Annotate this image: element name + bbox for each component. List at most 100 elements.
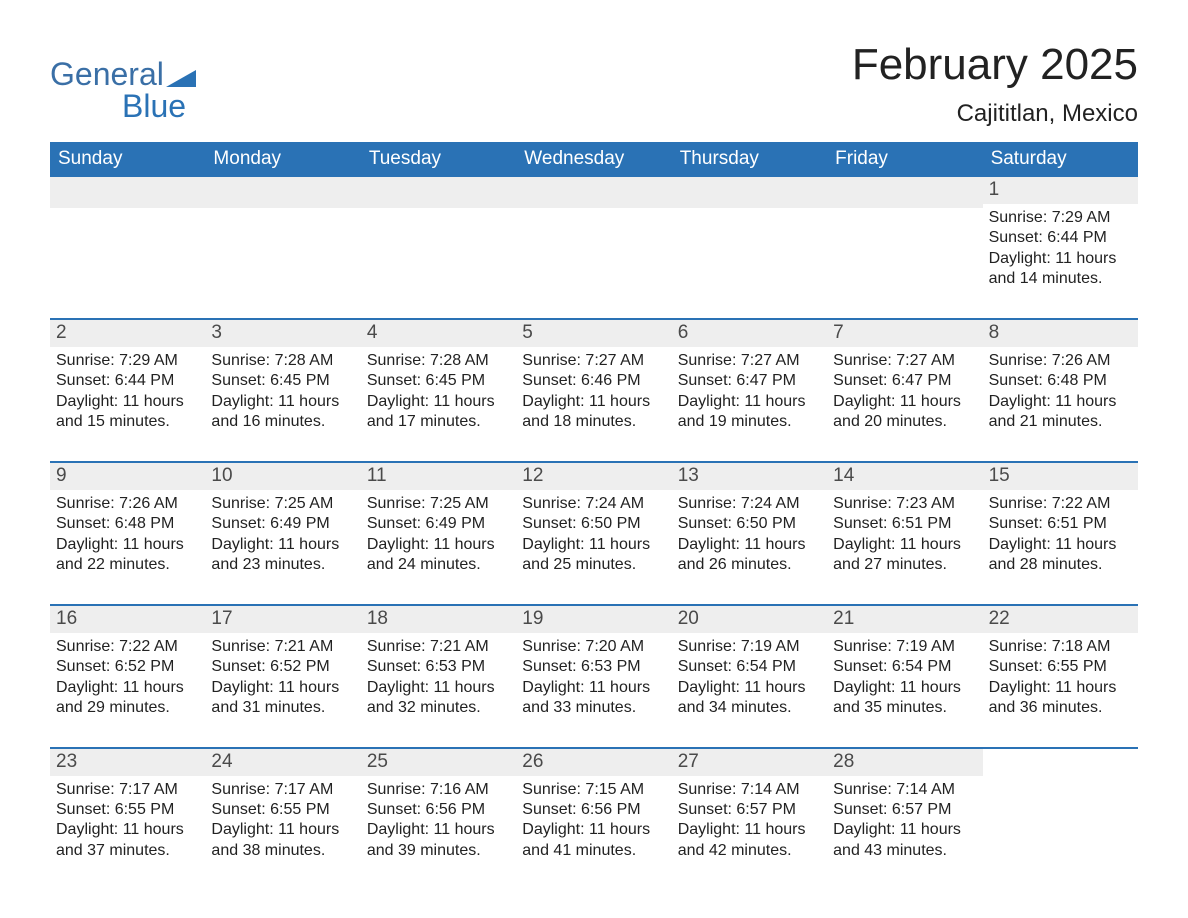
daylight-label: Daylight: — [56, 536, 123, 553]
sunrise-label: Sunrise: — [833, 638, 896, 655]
daylight-label: Daylight: — [211, 536, 278, 553]
daylight-line: Daylight: 11 hours and 25 minutes. — [522, 535, 665, 576]
sunrise-line: Sunrise: 7:22 AM — [56, 637, 199, 657]
sunrise-line: Sunrise: 7:23 AM — [833, 494, 976, 514]
daylight-label: Daylight: — [989, 536, 1056, 553]
sunset-label: Sunset: — [678, 658, 737, 675]
sunrise-label: Sunrise: — [367, 352, 430, 369]
day-body: Sunrise: 7:22 AMSunset: 6:51 PM Daylight:… — [987, 494, 1134, 576]
sunset-value: 6:52 PM — [270, 658, 330, 675]
day-body: Sunrise: 7:15 AMSunset: 6:56 PMDaylight:… — [520, 780, 667, 862]
logo: General Blue — [50, 58, 196, 122]
sunset-label: Sunset: — [989, 658, 1048, 675]
day-number: 8 — [983, 320, 1138, 347]
daylight-line: Daylight: 11 hours and 37 minutes. — [56, 820, 199, 861]
sunset-label: Sunset: — [833, 372, 892, 389]
weekday-header-cell: Wednesday — [516, 142, 671, 177]
day-cell: 19Sunrise: 7:20 AMSunset: 6:53 PMDayligh… — [516, 606, 671, 719]
weekday-header-cell: Monday — [205, 142, 360, 177]
sunset-line: Sunset: 6:52 PM — [56, 657, 199, 677]
sunrise-value: 7:22 AM — [119, 638, 178, 655]
day-cell: 13Sunrise: 7:24 AMSunset: 6:50 PMDayligh… — [672, 463, 827, 576]
sunrise-value: 7:25 AM — [430, 495, 489, 512]
sunset-value: 6:52 PM — [115, 658, 175, 675]
sunset-label: Sunset: — [522, 372, 581, 389]
sunrise-label: Sunrise: — [211, 495, 274, 512]
daylight-line: Daylight: 11 hours and 21 minutes. — [989, 392, 1132, 433]
day-cell — [50, 177, 205, 290]
daylight-label: Daylight: — [522, 821, 589, 838]
sunset-label: Sunset: — [367, 372, 426, 389]
sunset-value: 6:54 PM — [892, 658, 952, 675]
sunset-label: Sunset: — [211, 372, 270, 389]
daylight-label: Daylight: — [678, 679, 745, 696]
daylight-label: Daylight: — [989, 679, 1056, 696]
sunrise-label: Sunrise: — [211, 781, 274, 798]
daylight-line: Daylight: 11 hours and 26 minutes. — [678, 535, 821, 576]
day-number: 14 — [827, 463, 982, 490]
sunrise-value: 7:27 AM — [896, 352, 955, 369]
sunrise-line: Sunrise: 7:19 AM — [833, 637, 976, 657]
sunset-value: 6:48 PM — [115, 515, 175, 532]
sunset-value: 6:55 PM — [270, 801, 330, 818]
daylight-label: Daylight: — [367, 821, 434, 838]
sunrise-line: Sunrise: 7:24 AM — [522, 494, 665, 514]
sunrise-label: Sunrise: — [56, 352, 119, 369]
location-label: Cajititlan, Mexico — [852, 100, 1138, 128]
sunrise-value: 7:28 AM — [275, 352, 334, 369]
sunset-value: 6:45 PM — [426, 372, 486, 389]
sunrise-value: 7:19 AM — [741, 638, 800, 655]
day-body: Sunrise: 7:23 AMSunset: 6:51 PMDaylight:… — [831, 494, 978, 576]
sunset-label: Sunset: — [989, 372, 1048, 389]
sunset-line: Sunset: 6:54 PM — [678, 657, 821, 677]
day-body: Sunrise: 7:17 AMSunset: 6:55 PMDaylight:… — [209, 780, 356, 862]
sunrise-line: Sunrise: 7:24 AM — [678, 494, 821, 514]
day-cell: 24Sunrise: 7:17 AMSunset: 6:55 PMDayligh… — [205, 749, 360, 862]
sunrise-label: Sunrise: — [56, 495, 119, 512]
day-cell: 3Sunrise: 7:28 AMSunset: 6:45 PMDaylight… — [205, 320, 360, 433]
sunset-line: Sunset: 6:54 PM — [833, 657, 976, 677]
sunrise-label: Sunrise: — [833, 781, 896, 798]
sunrise-label: Sunrise: — [367, 638, 430, 655]
sunset-value: 6:51 PM — [1047, 515, 1107, 532]
sunrise-value: 7:26 AM — [119, 495, 178, 512]
day-number — [516, 177, 671, 208]
sunset-label: Sunset: — [56, 372, 115, 389]
day-number: 25 — [361, 749, 516, 776]
sunset-line: Sunset: 6:51 PM — [989, 514, 1132, 534]
day-cell — [516, 177, 671, 290]
sunrise-value: 7:25 AM — [275, 495, 334, 512]
daylight-line: Daylight: 11 hours and 29 minutes. — [56, 678, 199, 719]
daylight-line: Daylight: 11 hours and 22 minutes. — [56, 535, 199, 576]
daylight-label: Daylight: — [989, 250, 1056, 267]
day-cell: 14 Sunrise: 7:23 AMSunset: 6:51 PMDayligh… — [827, 463, 982, 576]
sunrise-line: Sunrise: 7:25 AM — [367, 494, 510, 514]
day-cell — [827, 177, 982, 290]
day-body: Sunrise: 7:24 AMSunset: 6:50 PMDaylight:… — [676, 494, 823, 576]
sunrise-line: Sunrise: 7:17 AM — [56, 780, 199, 800]
sunrise-line: Sunrise: 7:22 AM — [989, 494, 1132, 514]
daylight-line: Daylight: 11 hours and 43 minutes. — [833, 820, 976, 861]
sunset-label: Sunset: — [989, 515, 1048, 532]
header: General Blue February 2025 Cajititlan, M… — [50, 40, 1138, 128]
day-body: Sunrise: 7:20 AMSunset: 6:53 PMDaylight:… — [520, 637, 667, 719]
day-number: 12 — [516, 463, 671, 490]
sunset-value: 6:50 PM — [581, 515, 641, 532]
sunrise-line: Sunrise: 7:18 AM — [989, 637, 1132, 657]
sunset-value: 6:46 PM — [581, 372, 641, 389]
day-body: Sunrise: 7:19 AMSunset: 6:54 PMDaylight:… — [676, 637, 823, 719]
day-body: Sunrise: 7:22 AMSunset: 6:52 PMDaylight:… — [54, 637, 201, 719]
sunset-value: 6:44 PM — [1047, 229, 1107, 246]
day-body: Sunrise: 7:24 AMSunset: 6:50 PM Daylight:… — [520, 494, 667, 576]
day-cell: 26Sunrise: 7:15 AMSunset: 6:56 PMDayligh… — [516, 749, 671, 862]
daylight-label: Daylight: — [989, 393, 1056, 410]
sunset-label: Sunset: — [833, 658, 892, 675]
daylight-label: Daylight: — [833, 821, 900, 838]
sunset-label: Sunset: — [522, 515, 581, 532]
sunrise-label: Sunrise: — [989, 495, 1052, 512]
daylight-label: Daylight: — [211, 679, 278, 696]
daylight-line: Daylight: 11 hours and 15 minutes. — [56, 392, 199, 433]
day-cell: 18Sunrise: 7:21 AMSunset: 6:53 PMDayligh… — [361, 606, 516, 719]
daylight-line: Daylight: 11 hours and 35 minutes. — [833, 678, 976, 719]
daylight-label: Daylight: — [678, 821, 745, 838]
